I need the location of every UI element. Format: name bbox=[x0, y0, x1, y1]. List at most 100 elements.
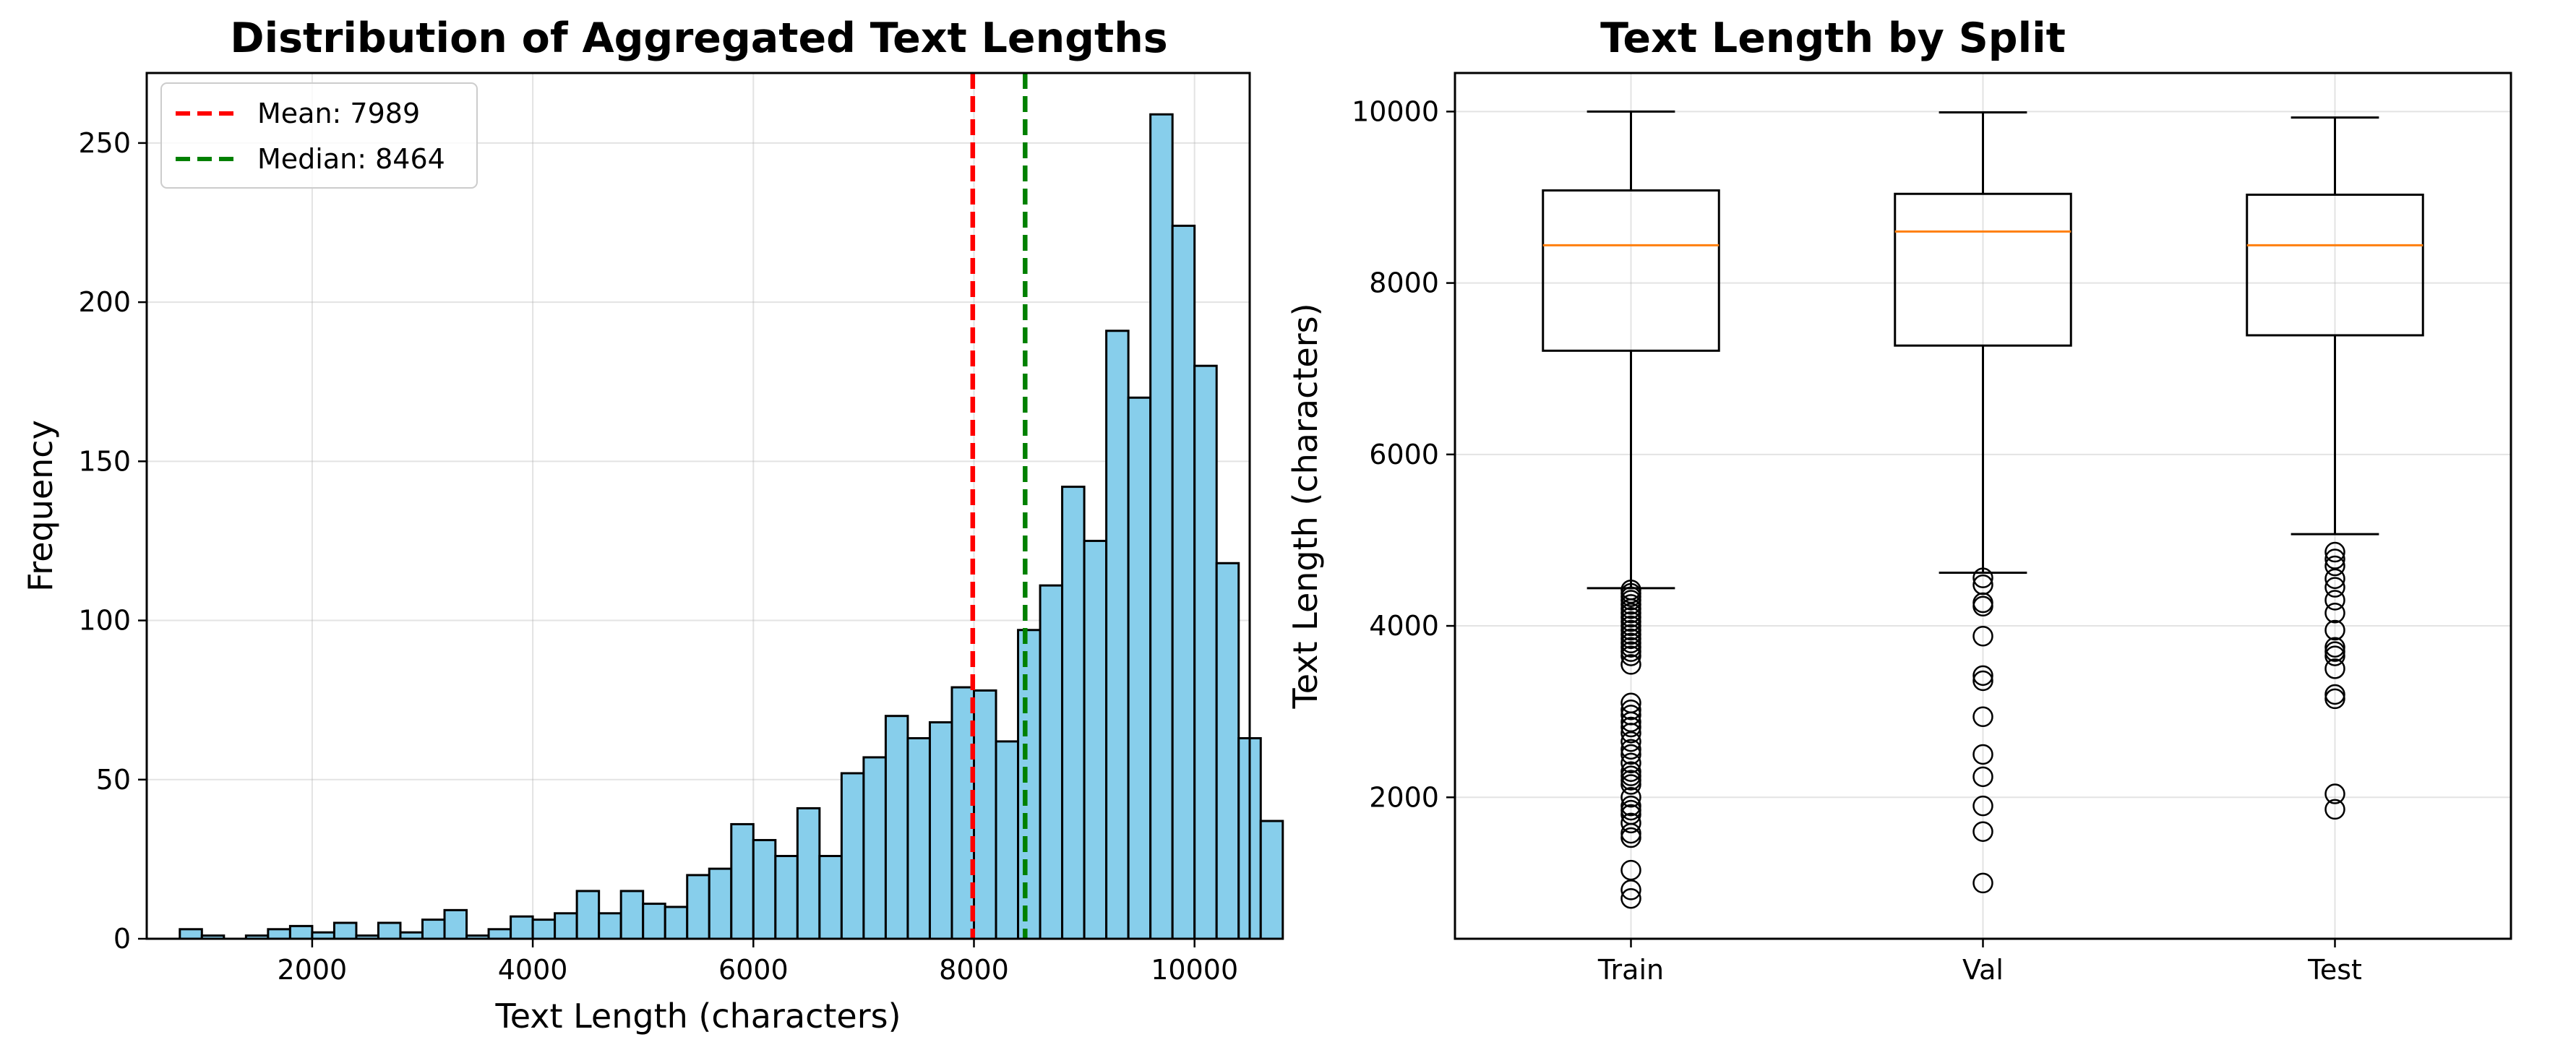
histogram-bar bbox=[995, 740, 1020, 940]
y-tick-label: 10000 bbox=[1352, 95, 1439, 127]
y-tick-label: 100 bbox=[78, 605, 131, 637]
histogram-bar bbox=[686, 874, 710, 940]
outlier-point bbox=[1972, 821, 1993, 842]
histogram-bars bbox=[179, 113, 1284, 940]
histogram-bar bbox=[1083, 539, 1108, 940]
box-train bbox=[1542, 110, 1720, 909]
histogram-bar bbox=[664, 906, 689, 940]
x-tick-label: Train bbox=[1597, 954, 1664, 986]
histogram-bar bbox=[332, 921, 358, 940]
histogram-bar bbox=[1039, 584, 1064, 940]
outlier-point bbox=[2324, 645, 2345, 666]
histogram-bar bbox=[1171, 224, 1196, 940]
outlier-point bbox=[1972, 626, 1993, 647]
outlier-point bbox=[2324, 555, 2345, 577]
outlier-point bbox=[1620, 700, 1641, 721]
legend-mean-label: Mean: 7989 bbox=[257, 98, 420, 129]
outlier-point bbox=[1620, 594, 1641, 615]
histogram-bar bbox=[531, 919, 557, 940]
histogram-bar bbox=[1215, 562, 1240, 940]
outlier-point bbox=[1972, 595, 1993, 617]
outlier-point bbox=[2324, 541, 2345, 563]
outlier-point bbox=[2324, 590, 2345, 611]
outlier-point bbox=[1972, 744, 1993, 765]
outlier-point bbox=[1620, 770, 1641, 791]
outlier-point bbox=[1620, 888, 1641, 909]
histogram-bar bbox=[840, 772, 865, 940]
histogram-bar bbox=[267, 928, 291, 940]
histogram-bar bbox=[1105, 330, 1130, 940]
boxplot-panel: Text Length by Split Train Val Test 2000 40… bbox=[1286, 14, 2512, 986]
outlier-point bbox=[2324, 688, 2345, 710]
histogram-bar bbox=[443, 908, 468, 940]
histogram-bar bbox=[1127, 396, 1152, 940]
outlier-point bbox=[1620, 765, 1641, 786]
x-tick-label: Test bbox=[2307, 954, 2362, 986]
outlier-point bbox=[2324, 637, 2345, 658]
outlier-point bbox=[1620, 799, 1641, 821]
y-tick-label: 250 bbox=[78, 127, 131, 159]
outlier-point bbox=[2324, 658, 2345, 679]
outlier-point bbox=[2324, 549, 2345, 569]
histogram-bar bbox=[730, 822, 755, 940]
outlier-point bbox=[1972, 670, 1993, 692]
outlier-point bbox=[2324, 641, 2345, 662]
outlier-point bbox=[1620, 822, 1641, 844]
outlier-point bbox=[1972, 872, 1993, 894]
outlier-point bbox=[1620, 859, 1641, 881]
outlier-point bbox=[1620, 774, 1641, 795]
outlier-point bbox=[1620, 761, 1641, 782]
y-tick-label: 4000 bbox=[1369, 610, 1439, 642]
outlier-point bbox=[1620, 787, 1641, 808]
histogram-bar bbox=[818, 854, 843, 940]
boxplot-x-ticks: Train Val Test bbox=[1597, 939, 2362, 986]
outlier-point bbox=[1620, 637, 1641, 658]
iqr-box bbox=[1894, 192, 2072, 347]
outlier-point bbox=[1620, 879, 1641, 900]
x-tick-label: 8000 bbox=[939, 954, 1009, 986]
outlier-point bbox=[2324, 577, 2345, 598]
histogram-bar bbox=[796, 807, 821, 940]
outlier-point bbox=[1972, 665, 1993, 687]
histogram-bar bbox=[1259, 820, 1284, 940]
outlier-point bbox=[1620, 711, 1641, 733]
histogram-bar bbox=[1017, 629, 1042, 940]
histogram-bar bbox=[554, 912, 578, 940]
histogram-bar bbox=[862, 756, 887, 940]
outlier-point bbox=[1620, 739, 1641, 760]
outlier-point bbox=[1972, 706, 1993, 728]
x-tick-label: Val bbox=[1962, 954, 2004, 986]
histogram-bar bbox=[1149, 113, 1174, 940]
outlier-point bbox=[1620, 611, 1641, 632]
outlier-point bbox=[1620, 624, 1641, 645]
outlier-point bbox=[1620, 752, 1641, 774]
histogram-bar bbox=[179, 928, 203, 940]
box-test bbox=[2246, 116, 2424, 820]
outlier-point bbox=[1972, 567, 1993, 588]
boxplot-title: Text Length by Split bbox=[1600, 14, 2066, 62]
histogram-bar bbox=[598, 912, 622, 940]
boxplot-y-ticks: 2000 4000 6000 8000 10000 bbox=[1352, 95, 1455, 813]
histogram-y-ticks: 0 50 100 150 200 250 bbox=[78, 127, 147, 955]
outlier-point bbox=[1620, 812, 1641, 834]
histogram-bar bbox=[288, 924, 314, 940]
histogram-bar bbox=[575, 890, 601, 940]
outlier-point bbox=[1620, 645, 1641, 666]
histogram-bar bbox=[708, 867, 733, 940]
histogram-x-ticks: 2000 4000 6000 8000 10000 bbox=[278, 939, 1238, 986]
histogram-y-axis-label: Frequency bbox=[21, 420, 60, 592]
outlier-point bbox=[1620, 598, 1641, 619]
outlier-point bbox=[1620, 723, 1641, 744]
outlier-point bbox=[1620, 590, 1641, 611]
histogram-bar bbox=[752, 838, 777, 940]
outlier-point bbox=[1620, 603, 1641, 624]
outlier-point bbox=[1620, 744, 1641, 765]
outlier-point bbox=[1620, 615, 1641, 637]
outlier-point bbox=[1620, 632, 1641, 654]
legend-median-label: Median: 8464 bbox=[257, 143, 445, 175]
histogram-plot-frame bbox=[145, 72, 1251, 940]
histogram-legend: Mean: 7989 Median: 8464 bbox=[160, 82, 478, 189]
histogram-x-axis-label: Text Length (characters) bbox=[494, 997, 901, 1036]
outlier-point bbox=[1620, 795, 1641, 817]
